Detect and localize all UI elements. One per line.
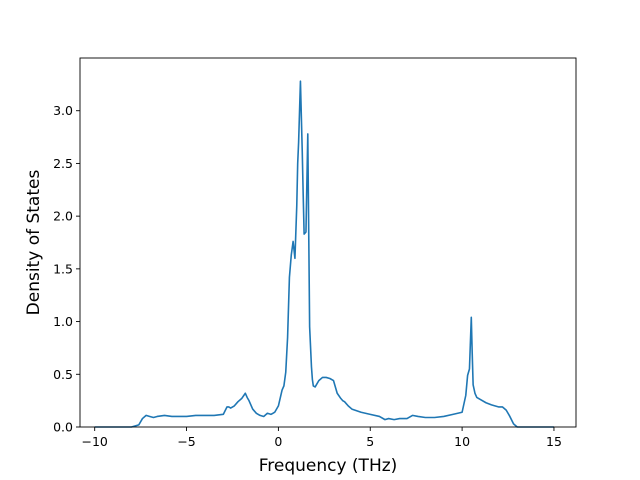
plot-area <box>94 80 554 428</box>
x-tick-label: −5 <box>177 434 195 449</box>
x-tick-label: 10 <box>454 434 470 449</box>
x-tick-label: −10 <box>82 434 108 449</box>
x-tick-label: 5 <box>366 434 374 449</box>
y-axis-title: Density of States <box>24 170 44 316</box>
y-tick-label: 2.5 <box>53 156 73 171</box>
x-tick-label: 15 <box>546 434 562 449</box>
y-tick-label: 0.0 <box>53 420 73 435</box>
series-line-0 <box>94 80 554 428</box>
y-tick-label: 1.0 <box>53 314 73 329</box>
x-axis-ticks: −10 −5 0 5 10 15 <box>82 427 562 449</box>
y-axis-ticks: 0.0 0.5 1.0 1.5 2.0 2.5 3.0 <box>53 103 80 435</box>
y-tick-label: 2.0 <box>53 209 73 224</box>
x-axis-title: Frequency (THz) <box>259 456 398 476</box>
x-tick-label: 0 <box>274 434 282 449</box>
y-tick-label: 1.5 <box>53 261 73 276</box>
axes-frame <box>79 57 577 428</box>
y-tick-label: 3.0 <box>53 103 73 118</box>
y-tick-label: 0.5 <box>53 367 73 382</box>
